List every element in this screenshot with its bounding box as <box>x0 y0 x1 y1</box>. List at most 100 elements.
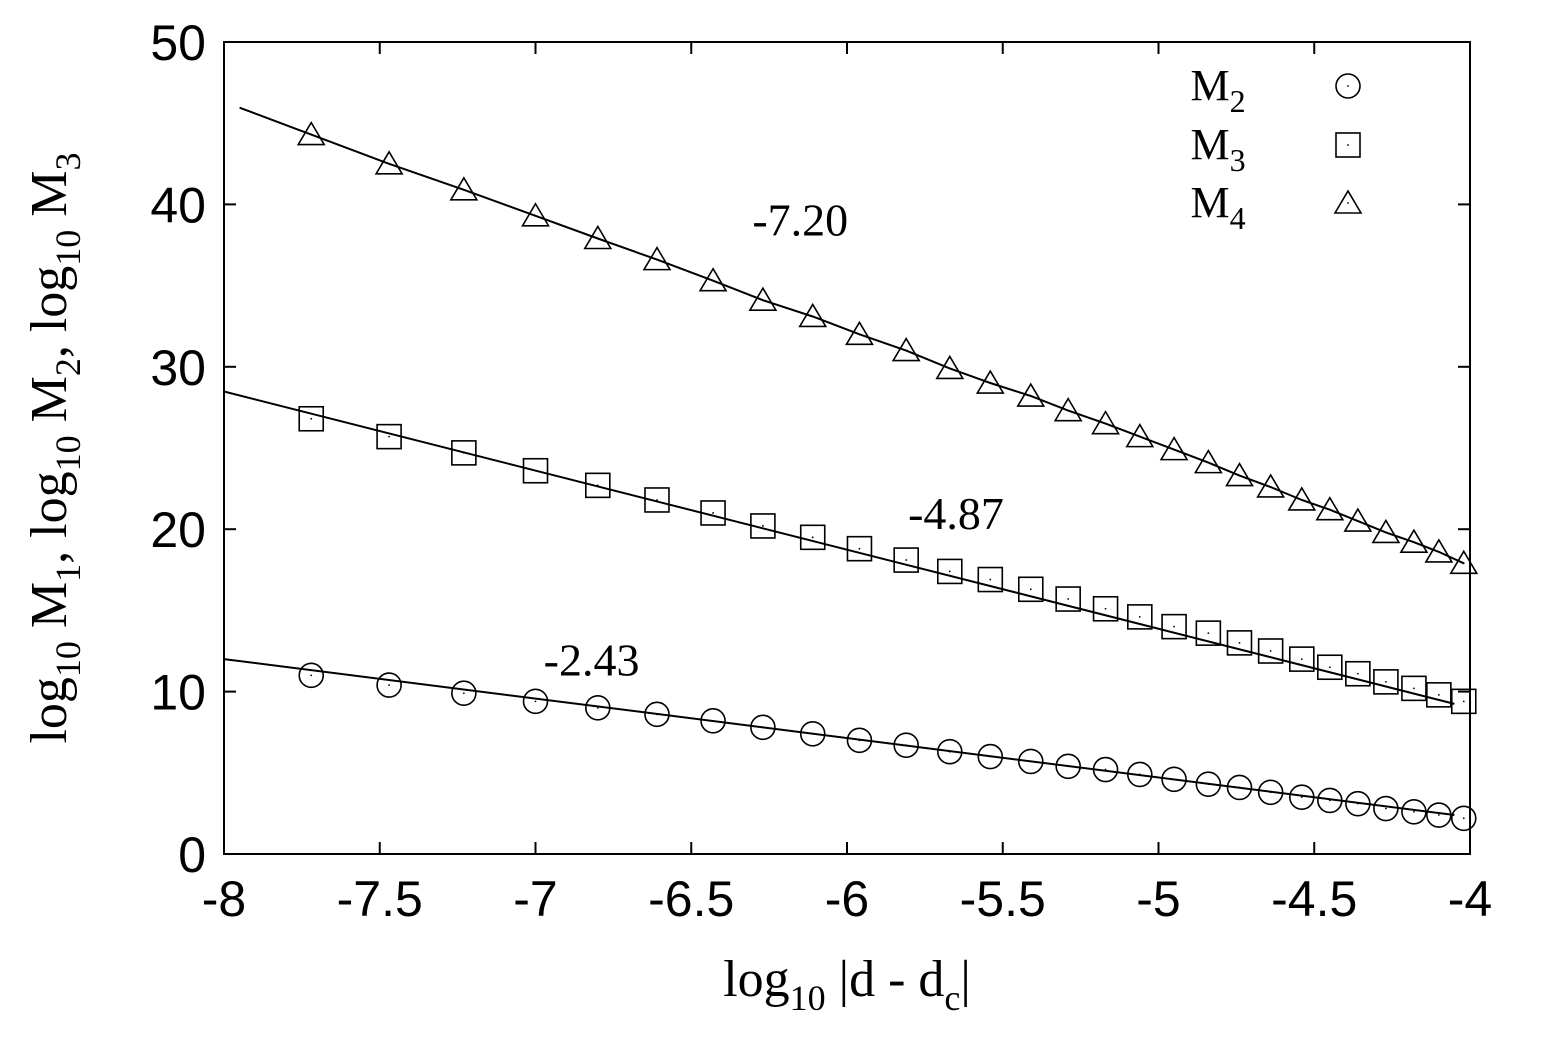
axis-ticks <box>223 41 1471 855</box>
data-point-m2 <box>1450 805 1477 832</box>
data-point-m2 <box>1288 784 1315 810</box>
data-point-m3 <box>298 405 325 432</box>
legend-label: M3 <box>1190 120 1245 178</box>
fit-line-m3 <box>223 390 1455 705</box>
data-point-m4 <box>1193 449 1223 474</box>
data-point-m4 <box>891 336 921 362</box>
data-point-m4 <box>748 286 778 312</box>
x-tick-label: -5.5 <box>960 871 1046 927</box>
data-point-m4 <box>698 267 728 292</box>
data-point-m2 <box>1195 771 1222 797</box>
data-point-m4 <box>1159 436 1189 461</box>
data-point-m2 <box>1317 787 1343 814</box>
slope-annotation: -4.87 <box>908 488 1004 539</box>
data-point-m2 <box>1226 774 1253 801</box>
data-point-m2 <box>1092 756 1119 783</box>
data-point-m3 <box>977 566 1004 593</box>
data-point-m3 <box>1092 595 1119 622</box>
y-axis-label: log10 M1, log10 M2, log10 M3 <box>21 152 88 743</box>
data-point-m2 <box>376 672 402 698</box>
data-point-m2 <box>298 662 325 689</box>
data-point-m3 <box>936 558 963 585</box>
data-point-m3 <box>1257 638 1284 664</box>
slope-annotations: -7.20 -4.87 -2.43 <box>544 194 1004 685</box>
data-point-m4 <box>935 354 965 380</box>
data-point-m3 <box>644 487 670 513</box>
data-point-m3 <box>750 513 776 539</box>
data-point-m3 <box>451 440 477 466</box>
y-tick-label: 20 <box>150 502 206 558</box>
data-point-m4 <box>1053 397 1083 422</box>
fit-line-m2 <box>223 658 1455 816</box>
data-point-m2 <box>799 721 826 747</box>
data-point-m4 <box>521 202 550 227</box>
data-point-m2 <box>584 695 611 721</box>
data-point-m3 <box>1055 586 1081 612</box>
data-point-m2 <box>936 738 963 765</box>
data-point-m3 <box>1195 620 1222 646</box>
x-tick-label: -4 <box>1448 871 1492 927</box>
x-tick-label: -4.5 <box>1271 871 1357 927</box>
data-point-m4 <box>1256 473 1286 498</box>
data-point-m2 <box>1426 802 1452 828</box>
data-point-m3 <box>1345 660 1371 687</box>
data-point-m3 <box>1161 613 1187 640</box>
data-point-m2 <box>1257 779 1284 806</box>
data-point-m3 <box>1450 688 1477 715</box>
plot-frame <box>223 41 1471 855</box>
data-point-m2 <box>644 701 670 728</box>
tick-labels: -8 -7.5 -7 -6.5 -6 -5.5 -5 -4.5 -4 0 10 20 30 40 50 <box>150 15 1492 927</box>
data-point-m2 <box>1127 761 1153 788</box>
data-point-m3 <box>1317 654 1343 681</box>
data-point-m4 <box>1225 462 1254 487</box>
data-point-m3 <box>846 535 873 562</box>
data-point-m4 <box>296 120 326 146</box>
data-point-m4 <box>1016 382 1046 407</box>
data-point-m4 <box>798 302 828 328</box>
legend-marker <box>1333 189 1363 214</box>
y-tick-label: 50 <box>150 15 206 71</box>
data-point-m2 <box>893 732 919 758</box>
data-point-m3 <box>1401 675 1427 702</box>
data-point-m2 <box>977 743 1004 770</box>
data-point-m3 <box>1226 630 1253 656</box>
x-tick-label: -8 <box>202 871 246 927</box>
data-point-m4 <box>1287 486 1317 511</box>
data-point-m3 <box>1017 576 1044 603</box>
y-tick-label: 30 <box>150 340 206 396</box>
data-point-m3 <box>1127 604 1153 630</box>
x-tick-label: -7.5 <box>337 871 423 927</box>
data-point-m2 <box>750 714 776 741</box>
data-point-m3 <box>1373 669 1399 695</box>
data-point-m4 <box>449 176 479 201</box>
data-point-m4 <box>1125 423 1155 448</box>
legend-marker <box>1335 73 1361 99</box>
data-point-m2 <box>522 688 549 715</box>
data-point-m4 <box>1315 496 1345 521</box>
data-point-m2 <box>1161 766 1187 793</box>
data-point-m3 <box>893 547 919 573</box>
slope-annotation: -7.20 <box>752 194 848 245</box>
data-point-m4 <box>374 150 404 175</box>
data-point-m4 <box>1399 528 1429 553</box>
legend-marker <box>1335 132 1361 158</box>
data-point-m4 <box>1371 518 1401 544</box>
data-point-m2 <box>1017 748 1044 775</box>
slope-annotation: -2.43 <box>544 634 640 685</box>
data-point-m3 <box>376 423 402 450</box>
data-point-m4 <box>1424 538 1454 563</box>
data-point-m2 <box>1401 798 1427 825</box>
data-point-m2 <box>1373 795 1399 822</box>
data-point-m2 <box>1345 790 1371 817</box>
data-point-m4 <box>583 224 613 250</box>
data-point-m4 <box>845 320 874 346</box>
data-point-m4 <box>1091 410 1120 435</box>
x-axis-label: log10 |d - dc| <box>723 951 971 1018</box>
data-point-m2 <box>846 727 873 754</box>
data-markers <box>296 120 1479 832</box>
data-point-m2 <box>1055 753 1081 780</box>
data-point-m3 <box>584 472 611 499</box>
legend-label: M2 <box>1190 61 1245 119</box>
data-point-m4 <box>642 246 672 271</box>
